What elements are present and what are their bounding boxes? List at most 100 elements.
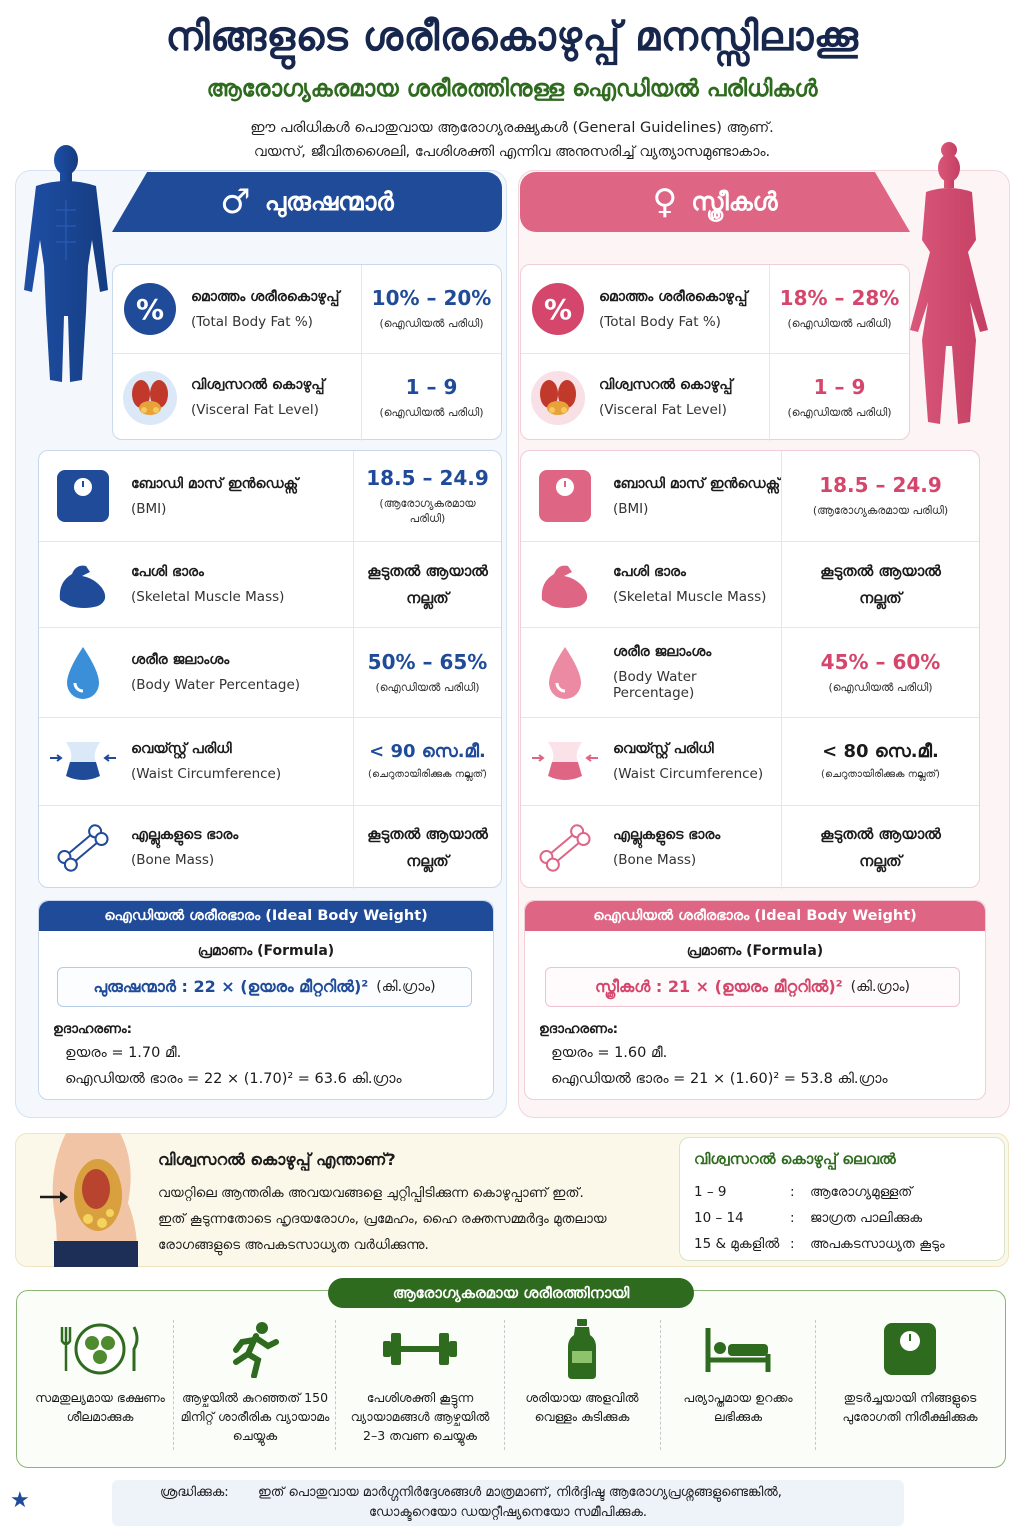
metric-label-en: (Bone Mass) xyxy=(131,852,215,868)
tip-divider xyxy=(335,1320,336,1450)
metric-note: (ഐഡിയൽ പരിധി) xyxy=(375,680,480,694)
note-label: ശ്രദ്ധിക്കുക: xyxy=(160,1485,229,1500)
tip-item: തുടർച്ചയായി നിങ്ങളുടെ പുരോഗതി നിരീക്ഷിക്… xyxy=(822,1318,998,1458)
intro-line-1: ഈ പരിധികൾ പൊതുവായ ആരോഗ്യരക്ഷ്യകൾ (Genera… xyxy=(250,120,774,136)
male-body-icon xyxy=(24,145,108,382)
visceral-line-3: രോഗങ്ങളുടെ അപകടസാധ്യത വർധിക്കുന്നു. xyxy=(158,1237,429,1253)
formula-box: പുരുഷന്മാർ : 22 × (ഉയരം മീറ്ററിൽ)² (കി.ഗ… xyxy=(57,967,472,1007)
disclaimer-note: ★ ശ്രദ്ധിക്കുക: ഇത് പൊതുവായ മാർഗ്ഗനിർദ്ദ… xyxy=(10,1480,904,1526)
women-fat-metrics-box: % മൊത്തം ശരീരകൊഴുപ്പ് (Total Body Fat %) … xyxy=(520,264,910,441)
metric-label: എല്ലുകളുടെ ഭാരം xyxy=(613,827,721,843)
metric-row-bone: എല്ലുകളുടെ ഭാരം (Bone Mass) കൂടുതൽ ആയാൽ ന… xyxy=(39,805,501,889)
metric-label-en: (Body Water Percentage) xyxy=(131,677,301,693)
level-range: 1 – 9 xyxy=(694,1184,727,1200)
metric-row-bmi: ബോഡി മാസ് ഇൻഡെക്സ് (BMI) 18.5 – 24.9 (ആരോഗ… xyxy=(39,451,501,541)
percent-icon: % xyxy=(521,282,595,336)
metric-label: എല്ലുകളുടെ ഭാരം xyxy=(131,827,239,843)
women-banner: ♀ സ്ത്രീകൾ xyxy=(520,172,910,232)
note-line-1: ഇത് പൊതുവായ മാർഗ്ഗനിർദ്ദേശങ്ങൾ മാത്രമാണ്… xyxy=(258,1485,782,1500)
metric-row-total-fat: % മൊത്തം ശരീരകൊഴുപ്പ് (Total Body Fat %) … xyxy=(521,265,909,353)
formula-label: പ്രമാണം (Formula) xyxy=(197,943,335,959)
water-drop-icon xyxy=(521,645,609,701)
percent-icon: % xyxy=(113,282,187,336)
visceral-title: വിശ്വസറൽ കൊഴുപ്പ് എന്താണ്? xyxy=(158,1150,396,1169)
plate-icon xyxy=(58,1318,142,1380)
metric-label-en: (Skeletal Muscle Mass) xyxy=(131,589,285,605)
tip-text: പേശിശക്തി കൂട്ടുന്ന വ്യായാമങ്ങൾ ആഴ്ചയിൽ … xyxy=(350,1390,490,1443)
level-text: ജാഗ്രത പാലിക്കുക xyxy=(810,1210,923,1226)
svg-text:%: % xyxy=(544,293,572,326)
runner-icon xyxy=(228,1318,282,1380)
metric-value: കൂടുതൽ ആയാൽ നല്ലത് xyxy=(367,824,488,870)
tip-text: ശരിയായ അളവിൽ വെള്ളം കുടിക്കുക xyxy=(525,1390,639,1424)
metric-value: 18% – 28% xyxy=(779,286,900,311)
metric-value: 18.5 – 24.9 xyxy=(819,473,942,498)
formula-text: പുരുഷന്മാർ : 22 × (ഉയരം മീറ്ററിൽ)² xyxy=(93,977,369,996)
metric-value: 45% – 60% xyxy=(820,649,941,674)
scale-icon xyxy=(882,1318,938,1380)
metric-label: ബോഡി മാസ് ഇൻഡെക്സ് xyxy=(131,475,299,492)
bottle-icon xyxy=(566,1318,598,1380)
scale-icon xyxy=(39,469,127,523)
tip-divider xyxy=(173,1320,174,1450)
metric-value: കൂടുതൽ ആയാൽ നല്ലത് xyxy=(367,561,488,607)
tips-title: ആരോഗ്യകരമായ ശരീരത്തിനായി xyxy=(328,1278,694,1308)
metric-note: (ഐഡിയൽ പരിധി) xyxy=(828,680,933,694)
formula-label: പ്രമാണം (Formula) xyxy=(686,943,824,959)
metric-note: (ചെറുതായിരിക്കുക നല്ലത്) xyxy=(821,769,940,780)
visceral-line-1: വയറ്റിലെ ആന്തരിക അവയവങ്ങളെ ചുറ്റിപ്പിടിക… xyxy=(158,1185,584,1201)
metric-label: ശരീര ജലാംശം xyxy=(131,652,230,668)
formula-text: സ്ത്രീകൾ : 21 × (ഉയരം മീറ്ററിൽ)² xyxy=(594,977,843,996)
men-ideal-weight-box: ഐഡിയൽ ശരീരഭാരം (Ideal Body Weight) പ്രമാ… xyxy=(38,900,494,1100)
metric-row-visceral-fat: വിശ്വസറൽ കൊഴുപ്പ് (Visceral Fat Level) 1 … xyxy=(521,353,909,441)
page-title: നിങ്ങളുടെ ശരീരകൊഴുപ്പ് മനസ്സിലാക്കൂ xyxy=(165,14,859,60)
metric-note: (ഐഡിയൽ പരിധി) xyxy=(379,405,484,419)
metric-label: വെയ്സ്റ്റ് പരിധി xyxy=(131,741,232,757)
bone-icon xyxy=(39,823,127,873)
metric-label: വെയ്സ്റ്റ് പരിധി xyxy=(613,741,714,757)
metric-value: 50% – 65% xyxy=(367,649,488,674)
metric-label: വിശ്വസറൽ കൊഴുപ്പ് xyxy=(599,377,733,393)
metric-note: (ഐഡിയൽ പരിധി) xyxy=(787,405,892,419)
organs-icon xyxy=(521,370,595,426)
formula-unit: (കി.ഗ്രാം) xyxy=(376,979,436,995)
metric-label-en: (Bone Mass) xyxy=(613,852,697,868)
example-height: ഉയരം = 1.70 മീ. xyxy=(65,1045,182,1061)
tip-item: ആഴ്ചയിൽ കുറഞ്ഞത് 150 മിനിറ്റ് ശാരീരിക വ്… xyxy=(180,1318,330,1458)
metric-note: (ആരോഗ്യകരമായ പരിധി) xyxy=(379,496,476,525)
metric-label-en: (Total Body Fat %) xyxy=(191,313,313,330)
visceral-line-2: ഇത് കൂടുന്നതോടെ ഹൃദയരോഗം, പ്രമേഹം, ഹൈ രക… xyxy=(158,1211,607,1227)
women-banner-title: സ്ത്രീകൾ xyxy=(691,187,778,216)
waist-icon xyxy=(39,740,127,784)
metric-row-waist: വെയ്സ്റ്റ് പരിധി (Waist Circumference) < … xyxy=(39,717,501,805)
metric-value: 1 – 9 xyxy=(405,374,458,399)
metric-label: മൊത്തം ശരീരകൊഴുപ്പ് xyxy=(191,288,340,305)
example-label: ഉദാഹരണം: xyxy=(53,1021,133,1037)
metric-label: വിശ്വസറൽ കൊഴുപ്പ് xyxy=(191,377,325,393)
metric-value: 18.5 – 24.9 xyxy=(366,465,489,490)
metric-label-en: (Waist Circumference) xyxy=(131,766,282,782)
women-body-metrics-box: ബോഡി മാസ് ഇൻഡെക്സ് (BMI) 18.5 – 24.9 (ആരോഗ… xyxy=(520,450,980,889)
bed-icon xyxy=(704,1318,772,1380)
metric-value: 1 – 9 xyxy=(813,374,866,399)
svg-text:%: % xyxy=(136,293,164,326)
men-body-metrics-box: ബോഡി മാസ് ഇൻഡെക്സ് (BMI) 18.5 – 24.9 (ആരോഗ… xyxy=(38,450,502,889)
example-calculation: ഐഡിയൽ ഭാരം = 21 × (1.60)² = 53.8 കി.ഗ്രാ… xyxy=(551,1071,888,1087)
level-range: 15 & മുകളിൽ xyxy=(694,1236,780,1252)
tip-item: പേശിശക്തി കൂട്ടുന്ന വ്യായാമങ്ങൾ ആഴ്ചയിൽ … xyxy=(342,1318,498,1458)
visceral-level-row: 1 – 9: ആരോഗ്യമുള്ളത് xyxy=(694,1184,913,1200)
metric-label: മൊത്തം ശരീരകൊഴുപ്പ് xyxy=(599,288,748,305)
metric-row-waist: വെയ്സ്റ്റ് പരിധി (Waist Circumference) < … xyxy=(521,717,979,805)
scale-icon xyxy=(521,469,609,523)
metric-row-muscle: പേശി ഭാരം (Skeletal Muscle Mass) കൂടുതൽ ആ… xyxy=(39,541,501,627)
metric-row-muscle: പേശി ഭാരം (Skeletal Muscle Mass) കൂടുതൽ ആ… xyxy=(521,541,979,627)
metric-row-total-fat: % മൊത്തം ശരീരകൊഴുപ്പ് (Total Body Fat %) … xyxy=(113,265,501,353)
female-body-icon xyxy=(910,142,988,424)
metric-row-visceral-fat: വിശ്വസറൽ കൊഴുപ്പ് (Visceral Fat Level) 1 … xyxy=(113,353,501,441)
metric-value: < 90 സെ.മീ. xyxy=(369,741,486,762)
tip-item: ശരിയായ അളവിൽ വെള്ളം കുടിക്കുക xyxy=(512,1318,652,1458)
muscle-icon xyxy=(39,560,127,610)
tip-text: ആഴ്ചയിൽ കുറഞ്ഞത് 150 മിനിറ്റ് ശാരീരിക വ്… xyxy=(180,1390,330,1443)
ideal-weight-heading: ഐഡിയൽ ശരീരഭാരം (Ideal Body Weight) xyxy=(39,901,493,931)
